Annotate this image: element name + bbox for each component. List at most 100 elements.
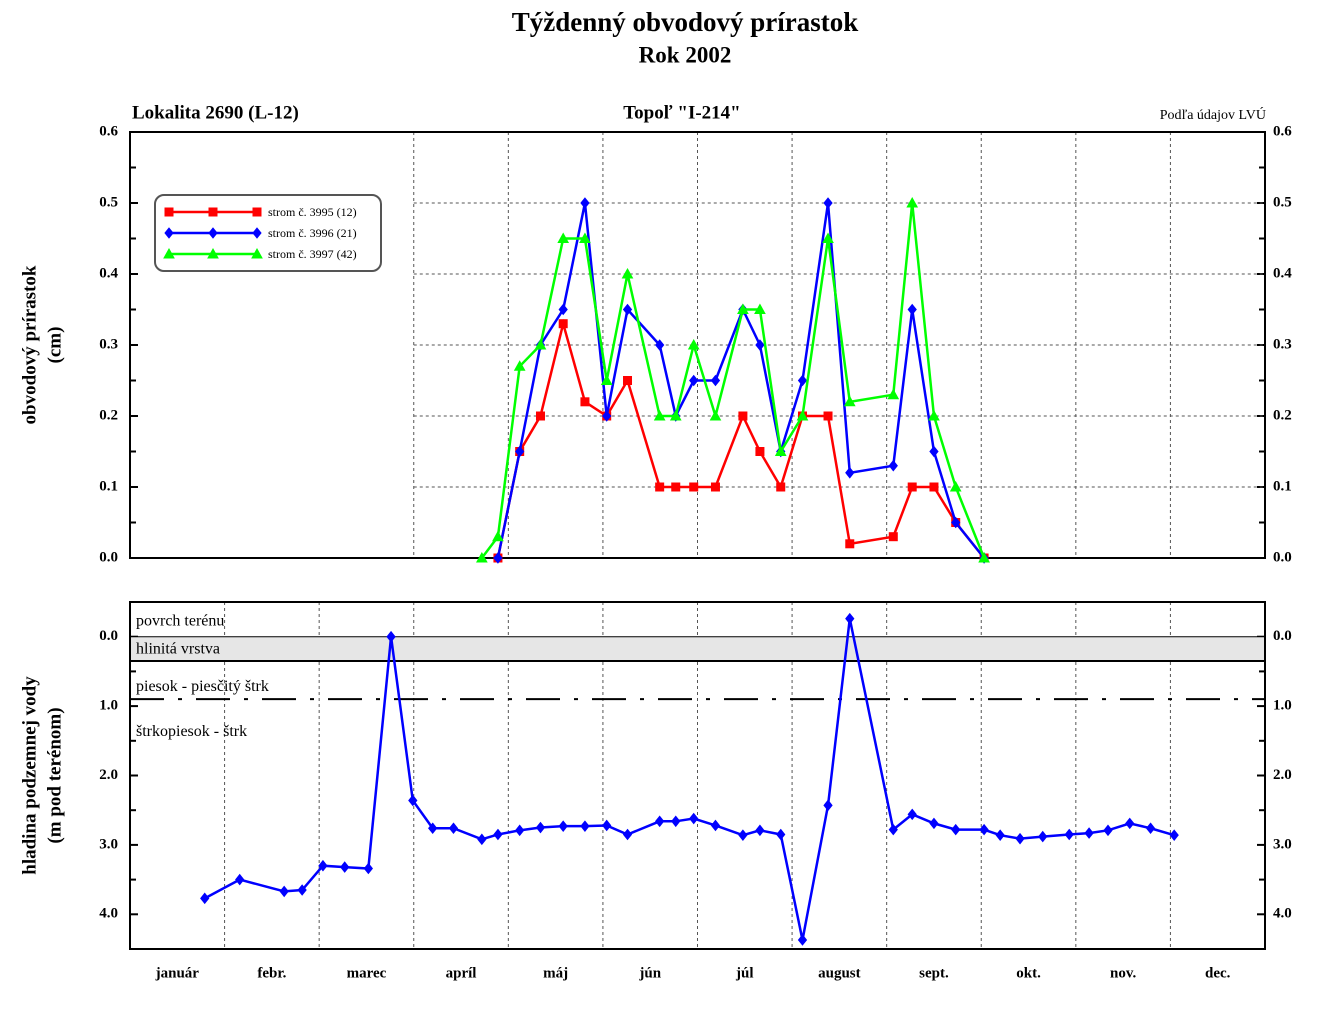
source-label: Podľa údajov LVÚ — [1160, 106, 1266, 123]
marker — [515, 445, 525, 458]
marker — [318, 859, 328, 872]
legend-label: strom č. 3996 (21) — [268, 226, 357, 240]
marker — [493, 828, 503, 841]
marker — [710, 374, 721, 387]
marker — [929, 445, 939, 458]
marker — [493, 552, 503, 564]
marker — [1015, 832, 1025, 845]
marker — [200, 892, 210, 905]
marker — [978, 551, 990, 563]
marker — [623, 376, 633, 385]
y-tick-label: 0.5 — [99, 194, 118, 210]
y2-tick-label: 3.0 — [1273, 836, 1292, 852]
marker — [709, 409, 722, 421]
marker — [580, 820, 590, 832]
marker — [949, 480, 962, 492]
x-tick-label: jún — [638, 965, 661, 981]
location-label: Lokalita 2690 (L-12) — [132, 102, 299, 123]
plot-frame — [129, 131, 1266, 559]
marker — [1064, 828, 1074, 841]
legend-label: strom č. 3997 (42) — [268, 247, 357, 261]
x-tick-label: dec. — [1205, 965, 1231, 981]
y2-tick-label: 2.0 — [1273, 767, 1292, 783]
y-axis-label: (m pod terénom) — [44, 707, 65, 843]
marker — [737, 303, 749, 314]
marker — [1038, 830, 1048, 843]
series-line — [204, 618, 1175, 941]
y-tick-label: 0.0 — [99, 549, 118, 565]
tree-label: Topoľ "I-214" — [623, 102, 740, 123]
marker — [535, 411, 545, 421]
y-tick-label: 4.0 — [99, 906, 118, 922]
marker — [163, 247, 175, 259]
marker — [755, 824, 765, 837]
y2-tick-label: 0.5 — [1273, 194, 1292, 210]
marker — [689, 482, 699, 492]
marker — [600, 374, 613, 385]
marker — [845, 612, 855, 625]
y2-tick-label: 0.4 — [1273, 265, 1292, 281]
y2-tick-label: 0.0 — [1273, 549, 1292, 565]
marker — [888, 459, 898, 472]
y-tick-label: 0.1 — [99, 478, 118, 494]
marker — [776, 828, 786, 841]
marker — [755, 447, 765, 456]
layer-label: štrkopiesok - štrk — [136, 723, 247, 740]
marker — [888, 532, 898, 542]
y-axis-label: hladina podzemnej vody — [19, 676, 40, 875]
marker — [1169, 829, 1179, 841]
marker — [252, 207, 262, 217]
marker — [710, 482, 720, 492]
marker — [428, 822, 438, 835]
marker — [710, 819, 721, 832]
clay-layer — [130, 636, 1265, 661]
y2-tick-label: 0.0 — [1273, 628, 1292, 644]
layer-label: piesok - piesčitý štrk — [136, 678, 269, 695]
marker — [252, 227, 262, 239]
y2-tick-label: 0.1 — [1273, 478, 1292, 494]
marker — [671, 482, 681, 492]
x-tick-label: máj — [543, 965, 568, 981]
marker — [207, 247, 219, 259]
x-tick-label: sept. — [919, 965, 949, 981]
layer-label: povrch terénu — [136, 612, 224, 629]
y-axis-label: (cm) — [44, 327, 65, 364]
x-tick-label: apríl — [446, 965, 477, 981]
marker — [580, 397, 590, 407]
series-line — [480, 202, 986, 559]
marker — [208, 227, 218, 239]
marker — [513, 360, 526, 371]
marker — [738, 411, 748, 421]
y-tick-label: 0.4 — [99, 265, 118, 281]
marker — [907, 482, 917, 492]
y-tick-label: 2.0 — [99, 767, 118, 783]
marker — [557, 232, 570, 243]
marker — [906, 196, 919, 208]
marker — [845, 539, 855, 549]
marker — [1103, 824, 1113, 837]
x-tick-label: febr. — [257, 965, 286, 981]
marker — [738, 829, 748, 841]
y-tick-label: 1.0 — [99, 698, 118, 714]
marker — [843, 395, 856, 407]
series-line — [496, 318, 986, 559]
marker — [558, 820, 568, 832]
marker — [515, 824, 525, 837]
y-tick-label: 0.3 — [99, 336, 118, 352]
y2-tick-label: 4.0 — [1273, 906, 1292, 922]
marker — [929, 817, 939, 830]
marker — [797, 374, 808, 387]
marker — [774, 445, 787, 456]
y-tick-label: 0.0 — [99, 628, 118, 644]
chart-subtitle: Rok 2002 — [639, 42, 732, 67]
marker — [689, 812, 699, 825]
chart-title: Týždenný obvodový prírastok — [512, 7, 859, 37]
x-tick-label: január — [155, 965, 200, 981]
legend-label: strom č. 3995 (12) — [268, 205, 357, 219]
marker — [602, 819, 612, 832]
marker — [297, 884, 307, 896]
marker — [655, 339, 665, 351]
y-tick-label: 0.2 — [99, 407, 118, 423]
marker — [822, 232, 834, 243]
x-tick-label: júl — [735, 965, 754, 981]
